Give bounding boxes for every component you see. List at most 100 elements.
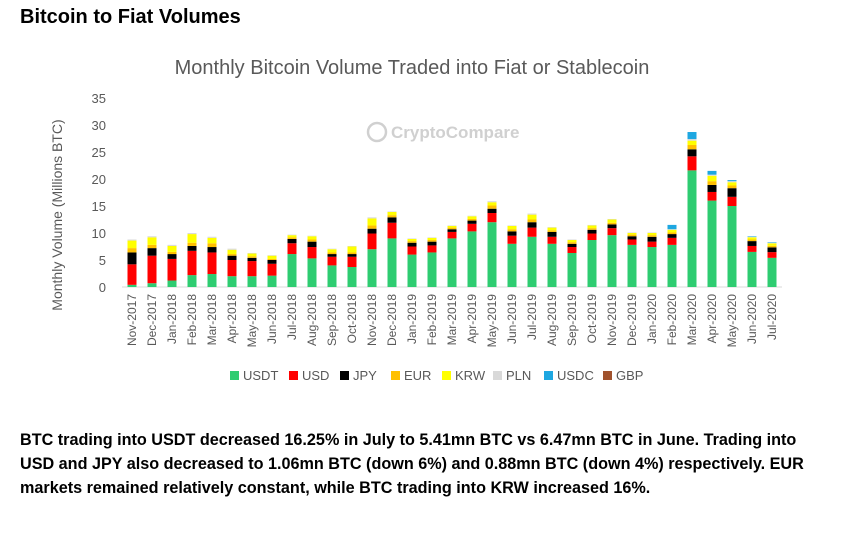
bar-segment-jpy [227, 255, 237, 260]
bar-segment-eur [207, 243, 217, 248]
bar-segment-usdt [607, 235, 617, 287]
y-axis-label: Monthly Volume (Millions BTC) [49, 119, 65, 310]
bar-segment-eur [487, 205, 497, 209]
legend: USDT USD JPY EUR KRW PLN USDC GBP [230, 368, 643, 383]
x-tick-label: Nov-2019 [605, 294, 619, 346]
bar-segment-usdt [207, 274, 217, 287]
bar-segment-pln [187, 233, 197, 235]
bar-segment-usdt [187, 275, 197, 287]
bar-segment-pln [287, 234, 297, 236]
bar-segment-usd [767, 252, 777, 258]
bar-segment-jpy [267, 260, 277, 264]
bar-segment-usdc [767, 242, 777, 243]
bar-segment-pln [407, 238, 417, 239]
bar-segment-usd [287, 243, 297, 255]
x-tick-label: Jan-2018 [165, 294, 179, 344]
legend-swatch-krw [442, 371, 451, 380]
bar-segment-usdt [487, 222, 497, 287]
bar-segment-eur [467, 218, 477, 221]
bar-segment-eur [387, 215, 397, 218]
bar-segment-usdt [227, 276, 237, 287]
bar-segment-pln [627, 232, 637, 233]
bar-segment-usd [427, 245, 437, 253]
bar-segment-krw [167, 245, 177, 252]
bar-segment-usdt [687, 170, 697, 287]
bar-segment-jpy [667, 234, 677, 238]
bar-segment-usdt [307, 258, 317, 287]
bar-segment-eur [327, 252, 337, 255]
bar-segment-usdt [567, 252, 577, 287]
bar-segment-usdt [627, 244, 637, 287]
bar-segment-eur [167, 251, 177, 255]
bar-segment-pln [527, 213, 537, 215]
bar-segment-pln [227, 248, 237, 250]
bar-segment-eur [747, 239, 757, 242]
legend-label-jpy: JPY [353, 368, 377, 383]
bar-segment-jpy [407, 242, 417, 247]
bars [122, 132, 782, 288]
watermark: CryptoCompare [366, 121, 519, 143]
bar-segment-pln [267, 255, 277, 256]
y-axis-ticks: 0 5 10 15 20 25 30 35 [92, 91, 106, 295]
bar-segment-eur [227, 254, 237, 256]
bar-segment-jpy [347, 254, 357, 257]
bar-segment-usdt [727, 206, 737, 287]
x-axis-ticks: Nov-2017 Dec-2017 Jan-2018 Feb-2018 Mar-2018… [125, 294, 779, 348]
bar-segment-eur [427, 240, 437, 242]
x-tick-label: Jul-2020 [765, 294, 779, 340]
bar-segment-pln [487, 201, 497, 203]
bar-segment-usdt [747, 251, 757, 287]
bar-segment-pln [307, 235, 317, 237]
x-tick-label: May-2020 [725, 294, 739, 348]
bar-segment-usdt [507, 243, 517, 287]
bar-segment-krw [507, 225, 517, 230]
bar-segment-jpy [507, 231, 517, 236]
legend-swatch-jpy [340, 371, 349, 380]
bar-segment-jpy [727, 188, 737, 197]
bar-segment-jpy [427, 241, 437, 246]
bar-segment-krw [327, 249, 337, 253]
bar-segment-eur [507, 229, 517, 232]
bar-segment-usd [747, 245, 757, 252]
bar-segment-pln [687, 139, 697, 141]
bar-segment-eur [587, 228, 597, 230]
bar-segment-pln [607, 218, 617, 220]
bar-segment-usd [167, 258, 177, 281]
bar-segment-jpy [287, 238, 297, 244]
x-tick-label: May-2018 [245, 294, 259, 348]
bar-segment-usdt [467, 231, 477, 287]
bar-segment-pln [647, 232, 657, 233]
bar-segment-jpy [687, 149, 697, 157]
bar-segment-usd [467, 223, 477, 232]
x-tick-label: Feb-2020 [665, 294, 679, 346]
bar-segment-krw [387, 211, 397, 216]
bar-segment-usdt [447, 238, 457, 287]
bar-segment-usd [727, 196, 737, 206]
x-tick-label: Mar-2018 [205, 294, 219, 346]
legend-swatch-gbp [603, 371, 612, 380]
legend-swatch-usd [289, 371, 298, 380]
bar-segment-usdt [547, 243, 557, 287]
y-tick-label: 0 [99, 280, 106, 295]
bar-segment-pln [707, 174, 717, 176]
y-tick-label: 35 [92, 91, 106, 106]
bar-segment-krw [227, 249, 237, 255]
bar-segment-krw [467, 216, 477, 219]
legend-label-usdc: USDC [557, 368, 594, 383]
bar-segment-usdc [747, 236, 757, 237]
bar-segment-usdt [387, 238, 397, 287]
bar-segment-jpy [547, 231, 557, 237]
x-tick-label: Jul-2019 [525, 294, 539, 340]
bar-segment-usd [247, 261, 257, 277]
x-tick-label: Jun-2018 [265, 294, 279, 344]
bar-segment-usd [407, 246, 417, 255]
bar-segment-krw [647, 233, 657, 236]
bar-segment-usd [207, 252, 217, 275]
bar-segment-usd [527, 227, 537, 237]
bar-segment-eur [547, 230, 557, 232]
bar-segment-eur [767, 245, 777, 248]
bar-segment-pln [427, 237, 437, 238]
bar-segment-usd [367, 233, 377, 250]
bar-segment-krw [307, 236, 317, 240]
bar-segment-usd [567, 247, 577, 253]
